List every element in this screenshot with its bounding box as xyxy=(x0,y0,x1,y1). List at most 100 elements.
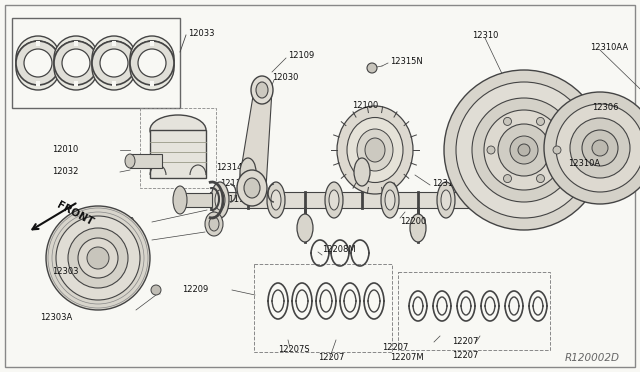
Text: 12109: 12109 xyxy=(288,51,314,61)
Circle shape xyxy=(46,206,150,310)
Text: 12303: 12303 xyxy=(52,267,79,276)
Ellipse shape xyxy=(215,190,225,210)
Text: 12310A: 12310A xyxy=(568,160,600,169)
Circle shape xyxy=(151,285,161,295)
Text: 12207: 12207 xyxy=(452,337,478,346)
Bar xyxy=(130,154,162,168)
Circle shape xyxy=(130,46,174,90)
Ellipse shape xyxy=(441,190,451,210)
Text: 12200: 12200 xyxy=(400,218,426,227)
Circle shape xyxy=(100,49,128,77)
Text: 12207M: 12207M xyxy=(390,353,424,362)
Ellipse shape xyxy=(205,212,223,236)
Circle shape xyxy=(259,199,265,205)
Text: 12207S: 12207S xyxy=(278,346,310,355)
Ellipse shape xyxy=(150,115,206,145)
Ellipse shape xyxy=(173,186,187,214)
Circle shape xyxy=(24,49,52,77)
Bar xyxy=(12,18,180,108)
Circle shape xyxy=(518,144,530,156)
Bar xyxy=(36,41,40,46)
Bar xyxy=(398,272,550,350)
Bar xyxy=(150,41,154,46)
Text: 12299: 12299 xyxy=(108,218,134,227)
Circle shape xyxy=(16,41,60,85)
Ellipse shape xyxy=(211,182,229,218)
Bar xyxy=(74,41,78,46)
Circle shape xyxy=(138,54,166,82)
Circle shape xyxy=(87,247,109,269)
Ellipse shape xyxy=(381,182,399,218)
Circle shape xyxy=(62,49,90,77)
Circle shape xyxy=(92,41,136,85)
Circle shape xyxy=(56,216,140,300)
Text: 12207: 12207 xyxy=(318,353,344,362)
Circle shape xyxy=(92,36,136,80)
Circle shape xyxy=(138,44,166,72)
Ellipse shape xyxy=(365,138,385,162)
Text: 12111: 12111 xyxy=(220,179,246,187)
Circle shape xyxy=(24,44,52,72)
Circle shape xyxy=(456,82,592,218)
Text: 12314E: 12314E xyxy=(216,164,248,173)
Circle shape xyxy=(16,36,60,80)
Ellipse shape xyxy=(357,129,393,171)
Circle shape xyxy=(100,49,128,77)
Circle shape xyxy=(239,199,245,205)
Text: 12032: 12032 xyxy=(52,167,78,176)
Bar xyxy=(112,81,116,86)
Bar xyxy=(210,192,478,208)
Circle shape xyxy=(582,130,618,166)
Ellipse shape xyxy=(244,178,260,198)
Circle shape xyxy=(556,104,640,192)
Ellipse shape xyxy=(329,190,339,210)
Bar xyxy=(36,81,40,86)
Text: 12207: 12207 xyxy=(452,350,478,359)
Text: 12207: 12207 xyxy=(382,343,408,353)
Circle shape xyxy=(16,41,60,85)
Circle shape xyxy=(138,49,166,77)
Circle shape xyxy=(16,46,60,90)
Circle shape xyxy=(444,70,604,230)
Circle shape xyxy=(484,110,564,190)
Circle shape xyxy=(54,46,98,90)
Circle shape xyxy=(62,54,90,82)
Circle shape xyxy=(100,54,128,82)
Bar xyxy=(254,264,392,352)
Bar xyxy=(140,108,216,188)
Circle shape xyxy=(544,92,640,204)
Text: 12033: 12033 xyxy=(188,29,214,38)
Text: R120002D: R120002D xyxy=(565,353,620,363)
Text: FRONT: FRONT xyxy=(55,200,95,228)
Text: 12315N: 12315N xyxy=(390,58,423,67)
Circle shape xyxy=(100,44,128,72)
Circle shape xyxy=(54,41,98,85)
Text: 12303A: 12303A xyxy=(40,314,72,323)
Circle shape xyxy=(570,118,630,178)
Ellipse shape xyxy=(437,182,455,218)
Ellipse shape xyxy=(251,76,273,104)
Circle shape xyxy=(138,49,166,77)
Circle shape xyxy=(62,44,90,72)
Ellipse shape xyxy=(237,170,267,206)
Circle shape xyxy=(54,36,98,80)
Text: 12314M: 12314M xyxy=(432,180,466,189)
Ellipse shape xyxy=(267,182,285,218)
Ellipse shape xyxy=(256,82,268,98)
Circle shape xyxy=(536,174,545,183)
Text: 12310AA: 12310AA xyxy=(590,44,628,52)
Circle shape xyxy=(367,63,377,73)
Circle shape xyxy=(62,49,90,77)
Text: 12100: 12100 xyxy=(352,102,378,110)
Polygon shape xyxy=(238,90,272,188)
Bar xyxy=(74,81,78,86)
Circle shape xyxy=(498,124,550,176)
Text: 13021: 13021 xyxy=(108,235,134,244)
Circle shape xyxy=(130,41,174,85)
Circle shape xyxy=(510,136,538,164)
Circle shape xyxy=(536,118,545,125)
Ellipse shape xyxy=(410,214,426,242)
Ellipse shape xyxy=(240,158,256,186)
Bar xyxy=(478,193,513,207)
Circle shape xyxy=(24,54,52,82)
